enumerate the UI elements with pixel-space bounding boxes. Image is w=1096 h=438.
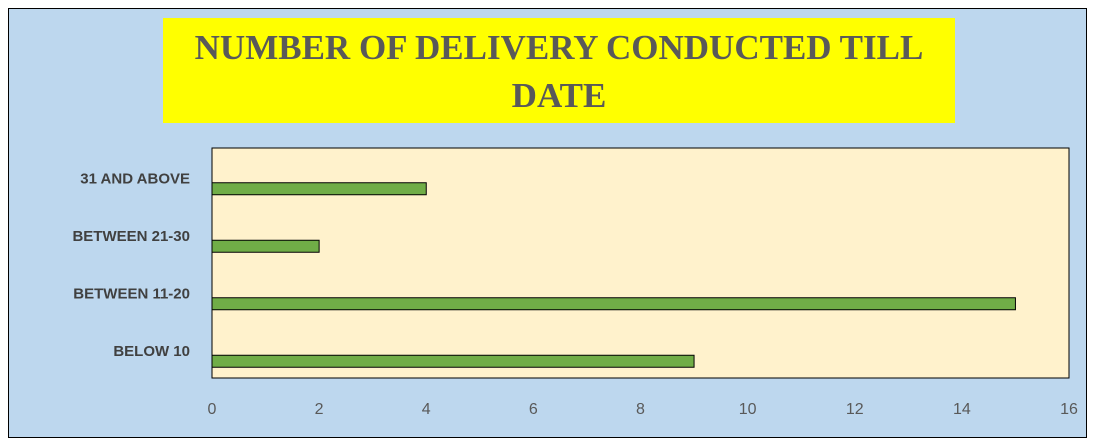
bar: [211, 297, 1016, 311]
x-tick-label: 14: [953, 401, 971, 418]
y-tick-label: 31 AND ABOVE: [80, 171, 190, 188]
bar: [211, 354, 695, 368]
y-tick-label: BELOW 10: [113, 343, 190, 360]
x-tick-label: 16: [1060, 401, 1078, 418]
x-tick-label: 2: [315, 401, 324, 418]
x-tick-label: 4: [422, 401, 431, 418]
bar: [211, 182, 427, 196]
y-tick-label: BETWEEN 11-20: [73, 286, 190, 303]
x-tick-label: 6: [529, 401, 538, 418]
y-tick-label: BETWEEN 21-30: [72, 228, 190, 245]
x-tick-label: 10: [739, 401, 757, 418]
x-tick-label: 0: [208, 401, 217, 418]
x-tick-label: 12: [846, 401, 864, 418]
x-tick-label: 8: [636, 401, 645, 418]
bar: [211, 239, 320, 253]
chart-title: NUMBER OF DELIVERY CONDUCTED TILL DATE: [163, 18, 955, 123]
